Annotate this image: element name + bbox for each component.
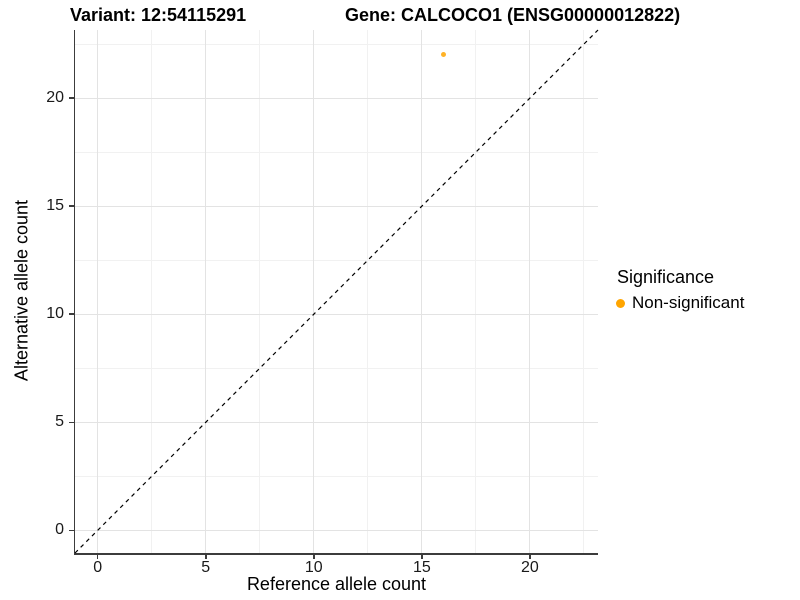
y-tick-mark — [69, 529, 74, 532]
gridline-minor-x — [151, 30, 153, 553]
y-tick-mark — [69, 421, 74, 423]
gridline-major-x — [313, 30, 315, 553]
x-tick-label: 10 — [304, 559, 323, 576]
y-tick-label: 10 — [46, 305, 64, 323]
gridline-major-x — [97, 30, 99, 553]
chart-title-gene: Gene: CALCOCO1 (ENSG00000012822) — [345, 5, 681, 25]
gridline-minor-y — [75, 259, 598, 261]
gridline-major-y — [75, 205, 598, 207]
y-tick-label: 20 — [46, 89, 64, 107]
legend-item-label: Non-significant — [632, 293, 745, 312]
x-tick-label: 0 — [93, 559, 103, 576]
chart-title-variant: Variant: 12:54115291 — [70, 5, 247, 25]
y-tick-label: 0 — [55, 521, 64, 539]
x-tick-label: 5 — [201, 559, 211, 576]
y-tick-mark — [69, 205, 74, 207]
gridline-minor-x — [259, 30, 261, 553]
x-tick-mark — [313, 554, 315, 559]
y-tick-mark — [69, 313, 74, 315]
x-tick-mark — [96, 554, 99, 559]
gridline-major-y — [75, 97, 598, 99]
x-tick-mark — [421, 554, 423, 559]
gridline-major-y — [75, 421, 598, 423]
identity-reference-line — [74, 29, 599, 554]
y-axis-title: Alternative allele count — [11, 199, 32, 382]
gridline-major-x — [421, 30, 423, 553]
legend-swatch-non-significant — [616, 298, 625, 308]
x-tick-mark — [529, 554, 531, 559]
gridline-minor-y — [75, 475, 598, 477]
y-tick-label: 5 — [55, 413, 64, 431]
gridline-major-x — [205, 30, 207, 553]
gridline-minor-y — [75, 151, 598, 153]
gridline-major-x — [529, 30, 531, 553]
gridline-minor-x — [583, 30, 585, 553]
x-axis-title: Reference allele count — [246, 574, 427, 594]
x-tick-mark — [205, 554, 207, 559]
x-tick-label: 20 — [521, 559, 539, 576]
x-tick-label: 15 — [412, 559, 431, 576]
y-axis-line — [73, 30, 75, 555]
y-tick-mark — [69, 97, 74, 99]
gridline-minor-x — [475, 30, 477, 553]
gridline-major-y — [75, 529, 598, 531]
gridline-major-y — [75, 313, 598, 315]
x-axis-line — [73, 553, 598, 555]
data-point — [440, 52, 446, 58]
legend-item: Non-significant — [616, 293, 744, 313]
legend: Significance Non-significant — [616, 267, 744, 313]
legend-title: Significance — [617, 267, 715, 287]
y-tick-label: 15 — [46, 197, 64, 215]
gridline-minor-y — [75, 367, 598, 369]
gridline-minor-x — [367, 30, 369, 553]
gridline-minor-y — [75, 43, 598, 45]
